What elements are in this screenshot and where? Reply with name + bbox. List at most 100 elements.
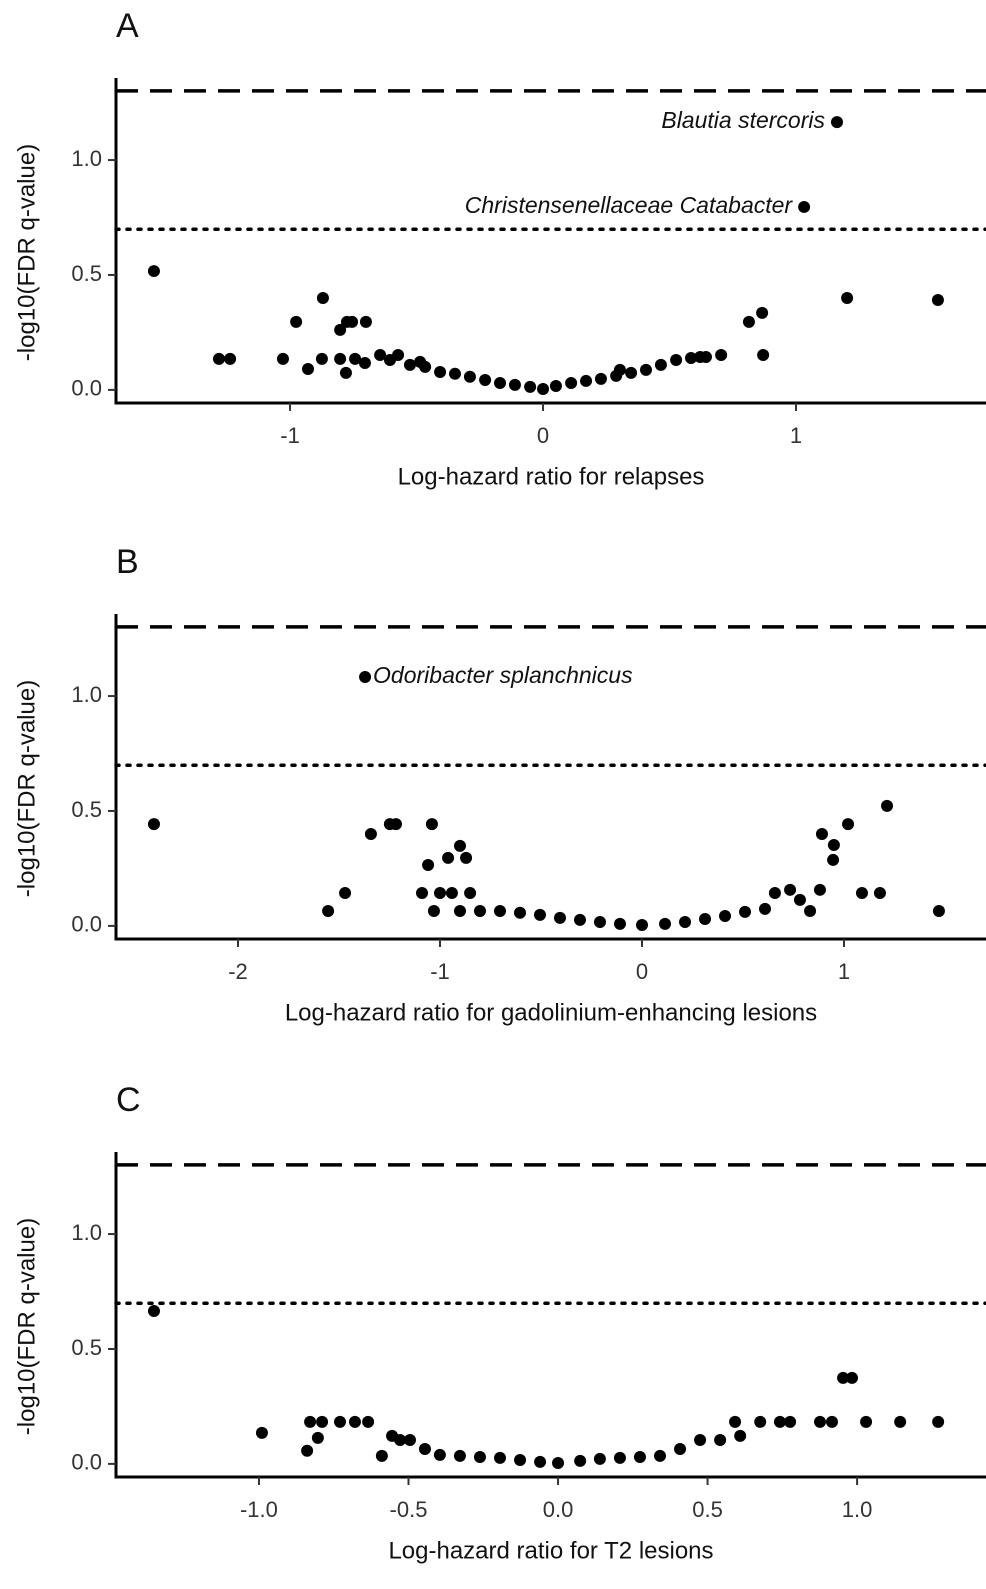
point [513, 906, 526, 919]
point [830, 116, 843, 129]
point [827, 853, 840, 866]
point [147, 265, 160, 278]
point [453, 1449, 466, 1462]
x-axis-title: Log-hazard ratio for gadolinium-enhancin… [285, 999, 817, 1026]
y-tick-label: 0.5 [71, 1335, 102, 1360]
point [565, 377, 578, 390]
point [639, 363, 652, 376]
point [463, 370, 476, 383]
point [719, 910, 732, 923]
point [359, 670, 372, 683]
point [613, 1451, 626, 1464]
point [613, 917, 626, 930]
point [473, 1451, 486, 1464]
point [825, 1415, 838, 1428]
point [674, 1442, 687, 1455]
point [358, 357, 371, 370]
point [255, 1426, 268, 1439]
x-tick-label: 0 [537, 423, 549, 448]
x-tick-label: 1 [790, 423, 802, 448]
point [494, 377, 507, 390]
panel-letter: C [116, 1081, 141, 1119]
point [212, 352, 225, 365]
x-tick-label: -1 [430, 959, 450, 984]
point [448, 367, 461, 380]
annotation: Blautia stercoris [661, 107, 825, 133]
point [594, 372, 607, 385]
point [460, 851, 473, 864]
annotation: Odoribacter splanchnicus [373, 662, 633, 688]
point [759, 902, 772, 915]
panel-letter: B [116, 543, 139, 581]
point [842, 818, 855, 831]
point [339, 887, 352, 900]
point [768, 887, 781, 900]
point [552, 1456, 565, 1469]
point [434, 365, 447, 378]
x-tick-label: 0 [636, 959, 648, 984]
point [302, 362, 315, 375]
x-tick-label: -0.5 [390, 1497, 428, 1522]
point [301, 1444, 314, 1457]
point [699, 913, 712, 926]
y-axis-title: -log10(FDR q-value) [13, 1218, 40, 1435]
point [454, 839, 467, 852]
x-axis-title: Log-hazard ratio for relapses [398, 463, 705, 490]
point [742, 315, 755, 328]
point [625, 366, 638, 379]
point [364, 827, 377, 840]
point [931, 294, 944, 307]
point [855, 887, 868, 900]
point [679, 915, 692, 928]
point [514, 1453, 527, 1466]
point [434, 887, 447, 900]
x-tick-label: 0.5 [692, 1497, 723, 1522]
point [334, 1415, 347, 1428]
point [425, 818, 438, 831]
point [841, 291, 854, 304]
point [392, 348, 405, 361]
point [685, 351, 698, 364]
point [533, 908, 546, 921]
point [375, 1449, 388, 1462]
point [374, 348, 387, 361]
point [304, 1415, 317, 1428]
x-tick-label: 1 [838, 959, 850, 984]
point [403, 358, 416, 371]
point [537, 382, 550, 395]
point [445, 887, 458, 900]
x-tick-label: 0.0 [543, 1497, 574, 1522]
point [316, 1415, 329, 1428]
point [699, 351, 712, 364]
point [348, 1415, 361, 1428]
point [442, 851, 455, 864]
point [793, 893, 806, 906]
y-axis-title: -log10(FDR q-value) [13, 144, 40, 361]
point [739, 905, 752, 918]
point [494, 1451, 507, 1464]
point [416, 887, 429, 900]
point [224, 352, 237, 365]
point [633, 1451, 646, 1464]
point [419, 360, 432, 373]
point [715, 348, 728, 361]
point [734, 1429, 747, 1442]
point [670, 354, 683, 367]
point [932, 1415, 945, 1428]
point [593, 1452, 606, 1465]
point [454, 904, 467, 917]
point [493, 904, 506, 917]
point [346, 315, 359, 328]
point [334, 323, 347, 336]
y-tick-label: 0.0 [71, 912, 102, 937]
x-tick-label: 1.0 [842, 1497, 873, 1522]
y-axis-title: -log10(FDR q-value) [13, 680, 40, 897]
point [147, 1305, 160, 1318]
point [881, 799, 894, 812]
y-tick-label: 1.0 [71, 146, 102, 171]
y-tick-label: 0.5 [71, 261, 102, 286]
point [784, 883, 797, 896]
point [349, 352, 362, 365]
point [654, 358, 667, 371]
point [873, 887, 886, 900]
